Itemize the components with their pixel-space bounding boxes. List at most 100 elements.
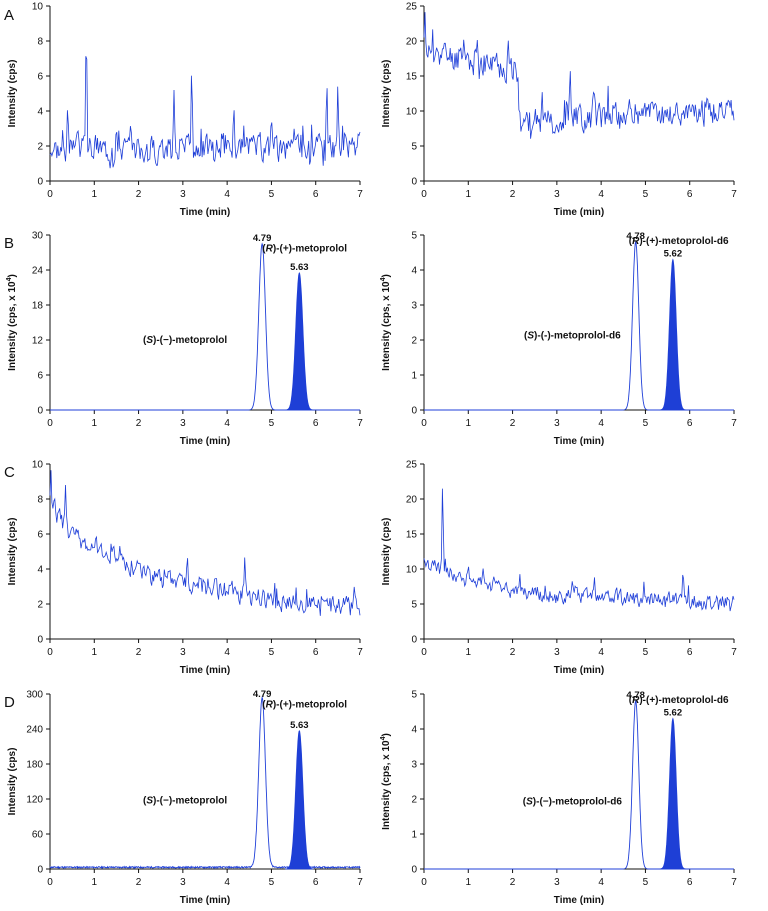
trace-line [424,240,734,411]
filled-peak [285,272,314,411]
compound-label-stereo: R [266,699,274,710]
x-tick-label: 5 [269,189,275,200]
compound-label-stereo: R [632,236,640,247]
noise-trace [49,56,361,169]
compound-label-pre: ( [524,330,528,341]
compound-label: (R)-(+)-metoprolol-d6 [629,236,729,247]
y-tick-label: 3 [411,760,417,771]
x-tick-label: 1 [92,877,98,888]
x-tick-label: 5 [643,418,649,429]
compound-label-name: )-(+)-metoprolol-d6 [639,236,729,247]
y-tick-label: 10 [32,2,44,13]
compound-label: (S)-(−)-metoprolol [143,796,227,807]
y-tick-label: 15 [406,530,418,541]
x-tick-label: 6 [313,877,319,888]
x-tick-label: 7 [731,877,737,888]
x-tick-label: 6 [313,647,319,658]
y-tick-label: 0 [411,635,417,646]
x-tick-label: 1 [92,647,98,658]
x-tick-label: 3 [180,189,186,200]
x-tick-label: 1 [466,418,472,429]
chart-c-left: 0 1 2 3 4 5 6 7 0 2 4 6 8 10 Time (min) Intensity (cps) [7,460,363,677]
x-tick-label: 0 [421,418,427,429]
panel-letter-d: D [4,694,15,711]
y-tick-label: 2 [411,795,417,806]
x-tick-label: 7 [357,418,363,429]
x-tick-label: 4 [224,647,230,658]
compound-label: (R)-(+)-metoprolol [262,699,347,710]
compound-label-name: )-(-)-metoprolol-d6 [534,330,621,341]
y-tick-label: 2 [37,600,43,611]
x-tick-label: 6 [687,418,693,429]
y-axis-title: Intensity (cps) [381,518,392,586]
compound-label-stereo: S [526,796,533,807]
x-tick-label: 7 [357,877,363,888]
x-tick-label: 4 [598,418,604,429]
x-tick-label: 5 [269,647,275,658]
x-tick-label: 3 [554,647,560,658]
y-tick-label: 0 [37,635,43,646]
x-tick-label: 3 [180,418,186,429]
panel-letter-a: A [4,7,14,24]
trace-line [50,242,360,411]
x-tick-label: 6 [313,189,319,200]
y-tick-label: 12 [32,336,44,347]
x-tick-label: 4 [224,877,230,888]
y-tick-label: 1 [411,830,417,841]
x-tick-label: 7 [357,647,363,658]
compound-label-name: )-(+)-metoprolol [273,243,347,254]
x-tick-label: 1 [466,189,472,200]
x-tick-label: 3 [554,877,560,888]
x-axis-title: Time (min) [554,207,604,218]
y-tick-label: 30 [32,231,44,242]
compound-label-pre: ( [629,695,633,706]
x-axis-title: Time (min) [554,665,604,676]
noise-trace [423,488,735,612]
compound-label-pre: ( [629,236,633,247]
y-tick-label: 4 [411,725,417,736]
peak-retention-label: 5.63 [290,720,309,731]
trace-line [49,695,361,870]
x-tick-label: 5 [643,189,649,200]
y-tick-label: 25 [406,2,418,13]
peak-retention-label: 4.78 [626,231,645,242]
y-tick-label: 18 [32,301,44,312]
y-tick-label: 10 [406,107,418,118]
y-tick-label: 5 [411,231,417,242]
y-axis-title: Intensity (cps) [7,518,18,586]
x-tick-label: 1 [92,418,98,429]
x-tick-label: 5 [643,647,649,658]
x-tick-label: 2 [510,877,516,888]
peak-retention-label: 4.79 [253,233,272,244]
x-tick-label: 1 [466,647,472,658]
trace-line [424,699,734,870]
x-tick-label: 1 [466,877,472,888]
chart-b-right: 0 1 2 3 4 5 6 7 0 1 2 3 4 5 Time (min) Intensity (cps, … [380,231,737,448]
y-axis-title: Intensity (cps, x 104) [380,733,392,830]
x-tick-label: 6 [687,877,693,888]
compound-label-pre: ( [262,699,266,710]
y-axis-title: Intensity (cps) [7,748,18,816]
x-tick-label: 5 [643,877,649,888]
chart-d-left: 0 1 2 3 4 5 6 7 0 60 120 180 240 300 Time (min) Intensi… [7,689,363,906]
x-tick-label: 3 [180,877,186,888]
compound-label-name: )-(−)-metoprolol [153,335,227,346]
y-tick-label: 2 [411,336,417,347]
compound-label-pre: ( [523,796,527,807]
y-tick-label: 5 [411,142,417,153]
compound-label-name: )-(−)-metoprolol [153,796,227,807]
compound-label-name: )-(−)-metoprolol-d6 [533,796,623,807]
filled-peak [659,258,687,411]
compound-label-stereo: S [146,796,153,807]
peak-retention-label: 4.79 [253,689,272,700]
y-tick-label: 4 [411,266,417,277]
y-axis-title: Intensity (cps, x 104) [380,274,392,371]
x-tick-label: 2 [510,189,516,200]
compound-label-name: )-(+)-metoprolol [273,699,347,710]
x-tick-label: 4 [224,418,230,429]
x-tick-label: 5 [269,877,275,888]
y-tick-label: 8 [37,37,43,48]
compound-label-stereo: R [266,243,274,254]
y-axis-title: Intensity (cps) [381,60,392,128]
y-tick-label: 6 [37,371,43,382]
